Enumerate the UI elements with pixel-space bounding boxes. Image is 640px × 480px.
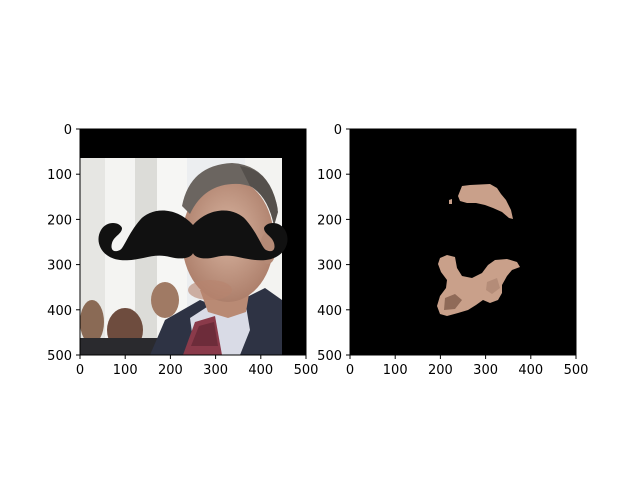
right-x-tick-label: 300 (473, 363, 498, 378)
left-y-tick-label: 300 (47, 259, 72, 274)
right-y-tick-label: 100 (317, 168, 342, 183)
mask-background (350, 129, 576, 355)
mustache-overlay (98, 210, 288, 261)
right-image-panel (350, 129, 576, 355)
left-x-tick-label: 500 (294, 363, 319, 378)
right-y-tick-label: 200 (317, 213, 342, 228)
skin-region-forehead (458, 184, 513, 219)
left-y-tick-label: 0 (64, 123, 72, 138)
right-x-tick-label: 0 (346, 363, 354, 378)
right-y-tick-label: 400 (317, 304, 342, 319)
left-x-tick-label: 200 (158, 363, 183, 378)
right-axes-frame (349, 128, 577, 356)
left-x-tick-label: 100 (113, 363, 138, 378)
left-y-tick-label: 500 (47, 349, 72, 364)
axis-ticks: 0 100 200 300 400 500 0 100 200 300 400 500 0 100 200 3… (47, 123, 588, 378)
right-x-tick-label: 100 (383, 363, 408, 378)
skin-region-speck (449, 199, 452, 204)
left-x-tick-label: 300 (203, 363, 228, 378)
left-x-tick-label: 0 (76, 363, 84, 378)
left-x-tick-label: 400 (248, 363, 273, 378)
right-y-tick-label: 500 (317, 349, 342, 364)
right-x-tick-label: 500 (564, 363, 589, 378)
left-y-tick-label: 100 (47, 168, 72, 183)
left-image-panel (80, 129, 306, 355)
right-y-tick-label: 0 (334, 123, 342, 138)
left-y-tick-label: 200 (47, 213, 72, 228)
left-axes-frame (79, 128, 307, 356)
right-x-tick-label: 400 (518, 363, 543, 378)
right-y-tick-label: 300 (317, 259, 342, 274)
left-y-tick-label: 400 (47, 304, 72, 319)
right-x-tick-label: 200 (428, 363, 453, 378)
